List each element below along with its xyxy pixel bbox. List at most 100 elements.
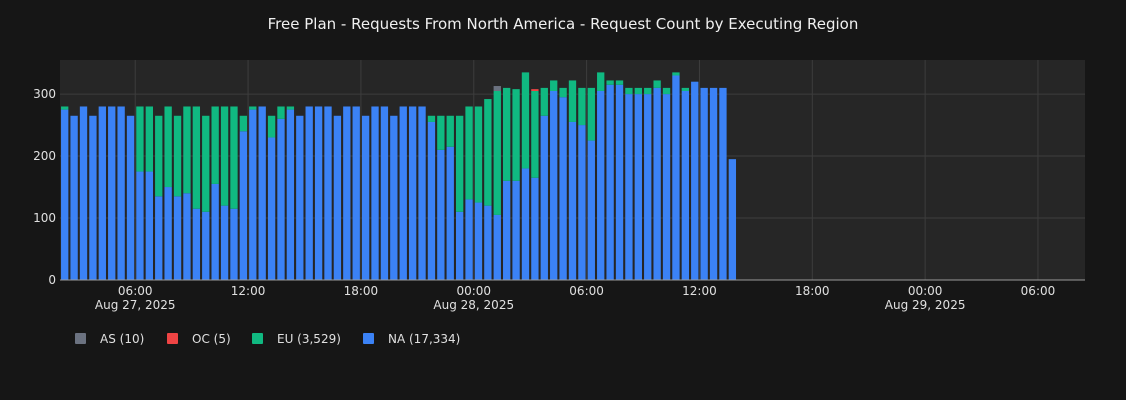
bar-segment[interactable] — [155, 196, 163, 280]
bar-segment[interactable] — [521, 72, 530, 169]
bar-segment[interactable] — [531, 89, 539, 91]
legend-item[interactable]: NA (17,334) — [363, 332, 460, 346]
bar-segment[interactable] — [474, 106, 483, 203]
bar-segment[interactable] — [484, 205, 492, 280]
bar-segment[interactable] — [503, 180, 511, 280]
bar-segment[interactable] — [79, 106, 88, 280]
bar-segment[interactable] — [615, 84, 624, 280]
bar-segment[interactable] — [634, 87, 642, 95]
bar-segment[interactable] — [390, 115, 398, 281]
bar-segment[interactable] — [709, 87, 718, 280]
bar-segment[interactable] — [249, 106, 257, 110]
bar-segment[interactable] — [202, 211, 210, 280]
bar-segment[interactable] — [202, 115, 210, 212]
bar-segment[interactable] — [249, 109, 257, 280]
bar-segment[interactable] — [597, 72, 605, 91]
bar-segment[interactable] — [108, 106, 116, 280]
bar-segment[interactable] — [606, 84, 614, 280]
bar-segment[interactable] — [531, 177, 539, 280]
bar-segment[interactable] — [550, 80, 558, 91]
bar-segment[interactable] — [286, 109, 295, 280]
bar-segment[interactable] — [653, 87, 661, 280]
bar-segment[interactable] — [239, 131, 248, 280]
bar-segment[interactable] — [493, 86, 501, 91]
bar-segment[interactable] — [691, 81, 699, 280]
bar-segment[interactable] — [61, 106, 69, 110]
bar-segment[interactable] — [314, 106, 323, 280]
bar-segment[interactable] — [662, 87, 671, 95]
bar-segment[interactable] — [145, 106, 153, 172]
bar-segment[interactable] — [324, 106, 332, 280]
bar-segment[interactable] — [465, 199, 473, 280]
bar-segment[interactable] — [164, 187, 172, 280]
bar-segment[interactable] — [136, 106, 144, 172]
bar-segment[interactable] — [578, 87, 586, 126]
bar-segment[interactable] — [352, 106, 360, 280]
bar-segment[interactable] — [587, 140, 595, 280]
bar-segment[interactable] — [559, 87, 567, 98]
bar-segment[interactable] — [521, 168, 530, 280]
bar-segment[interactable] — [173, 115, 182, 197]
bar-segment[interactable] — [211, 106, 219, 184]
bar-segment[interactable] — [70, 115, 78, 281]
bar-segment[interactable] — [437, 149, 445, 280]
bar-segment[interactable] — [61, 109, 69, 280]
legend-item[interactable]: EU (3,529) — [252, 332, 341, 346]
bar-segment[interactable] — [277, 106, 285, 119]
bar-segment[interactable] — [277, 118, 285, 281]
bar-segment[interactable] — [230, 208, 238, 280]
bar-segment[interactable] — [625, 94, 633, 280]
bar-segment[interactable] — [220, 106, 229, 206]
bar-segment[interactable] — [615, 80, 624, 85]
legend-item[interactable]: OC (5) — [167, 332, 231, 346]
bar-segment[interactable] — [145, 171, 153, 280]
bar-segment[interactable] — [455, 211, 464, 280]
bar-segment[interactable] — [484, 99, 492, 206]
bar-segment[interactable] — [258, 106, 266, 280]
bar-segment[interactable] — [493, 214, 501, 280]
bar-segment[interactable] — [455, 115, 464, 212]
bar-segment[interactable] — [230, 106, 238, 209]
bar-segment[interactable] — [183, 193, 191, 280]
bar-segment[interactable] — [211, 183, 219, 280]
bar-segment[interactable] — [446, 115, 454, 147]
bar-segment[interactable] — [427, 115, 436, 122]
bar-segment[interactable] — [465, 106, 473, 200]
bar-segment[interactable] — [117, 106, 125, 280]
bar-segment[interactable] — [634, 94, 642, 280]
bar-segment[interactable] — [267, 137, 276, 280]
bar-segment[interactable] — [408, 106, 417, 280]
bar-segment[interactable] — [343, 106, 351, 280]
bar-segment[interactable] — [493, 90, 501, 215]
bar-segment[interactable] — [512, 89, 520, 181]
bar-segment[interactable] — [361, 115, 370, 281]
bar-segment[interactable] — [192, 106, 201, 209]
bar-segment[interactable] — [568, 121, 577, 280]
bar-segment[interactable] — [371, 106, 379, 280]
bar-segment[interactable] — [164, 106, 172, 188]
bar-segment[interactable] — [98, 106, 106, 280]
bar-segment[interactable] — [192, 208, 201, 280]
bar-segment[interactable] — [286, 106, 295, 110]
legend-item[interactable]: AS (10) — [75, 332, 144, 346]
bar-segment[interactable] — [89, 115, 97, 281]
bar-segment[interactable] — [681, 87, 690, 91]
bar-segment[interactable] — [653, 80, 661, 88]
bar-segment[interactable] — [578, 125, 586, 280]
bar-segment[interactable] — [625, 87, 633, 95]
bar-segment[interactable] — [550, 90, 558, 281]
bar-segment[interactable] — [474, 202, 483, 280]
bar-segment[interactable] — [418, 106, 426, 280]
bar-segment[interactable] — [446, 146, 454, 280]
bar-segment[interactable] — [597, 90, 605, 281]
bar-segment[interactable] — [606, 80, 614, 85]
bar-segment[interactable] — [568, 80, 577, 122]
bar-segment[interactable] — [173, 196, 182, 280]
bar-segment[interactable] — [399, 106, 407, 280]
bar-segment[interactable] — [512, 180, 520, 280]
bar-segment[interactable] — [728, 159, 737, 280]
bar-segment[interactable] — [531, 90, 539, 178]
bar-segment[interactable] — [644, 94, 652, 280]
bar-segment[interactable] — [296, 115, 304, 281]
bar-segment[interactable] — [427, 121, 436, 280]
